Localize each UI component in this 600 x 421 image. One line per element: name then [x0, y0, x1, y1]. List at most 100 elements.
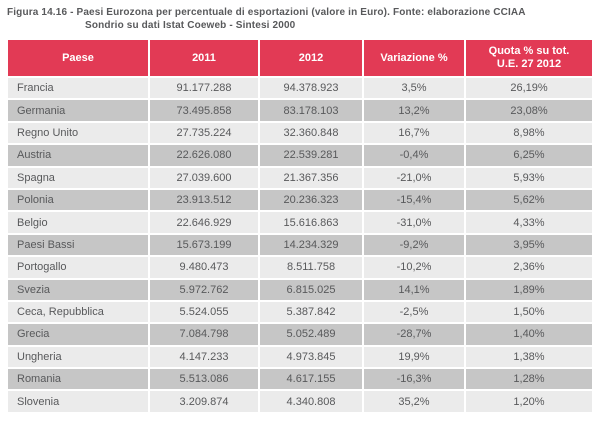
cell-paese: Romania: [8, 369, 148, 390]
cell-quota: 1,38%: [466, 346, 592, 368]
cell-2012: 4.973.845: [260, 346, 362, 368]
cell-variazione: -15,4%: [364, 189, 464, 211]
cell-variazione: -31,0%: [364, 212, 464, 233]
table-row: Romania 5.513.086 4.617.155 -16,3% 1,28%: [8, 369, 592, 390]
cell-quota: 3,95%: [466, 234, 592, 256]
table-row: Francia 91.177.288 94.378.923 3,5% 26,19…: [8, 78, 592, 99]
header-row: Paese 2011 2012 Variazione % Quota % su …: [8, 40, 592, 76]
cell-paese: Regno Unito: [8, 122, 148, 144]
cell-variazione: 3,5%: [364, 78, 464, 99]
cell-2011: 23.913.512: [150, 189, 258, 211]
cell-paese: Slovenia: [8, 391, 148, 412]
table-row: Belgio 22.646.929 15.616.863 -31,0% 4,33…: [8, 212, 592, 233]
cell-2012: 94.378.923: [260, 78, 362, 99]
cell-2012: 22.539.281: [260, 145, 362, 166]
cell-paese: Polonia: [8, 189, 148, 211]
cell-2012: 32.360.848: [260, 122, 362, 144]
cell-paese: Francia: [8, 78, 148, 99]
cell-2012: 4.617.155: [260, 369, 362, 390]
cell-2011: 91.177.288: [150, 78, 258, 99]
cell-quota: 8,98%: [466, 122, 592, 144]
table-row: Paesi Bassi 15.673.199 14.234.329 -9,2% …: [8, 234, 592, 256]
table-row: Portogallo 9.480.473 8.511.758 -10,2% 2,…: [8, 257, 592, 278]
table-row: Grecia 7.084.798 5.052.489 -28,7% 1,40%: [8, 324, 592, 345]
header-paese: Paese: [8, 40, 148, 76]
cell-paese: Ceca, Repubblica: [8, 301, 148, 323]
cell-quota: 1,89%: [466, 279, 592, 300]
cell-quota: 23,08%: [466, 100, 592, 121]
cell-paese: Austria: [8, 145, 148, 166]
cell-2011: 4.147.233: [150, 346, 258, 368]
cell-2012: 20.236.323: [260, 189, 362, 211]
table-row: Ungheria 4.147.233 4.973.845 19,9% 1,38%: [8, 346, 592, 368]
cell-paese: Germania: [8, 100, 148, 121]
table-row: Slovenia 3.209.874 4.340.808 35,2% 1,20%: [8, 391, 592, 412]
cell-variazione: -10,2%: [364, 257, 464, 278]
cell-2011: 3.209.874: [150, 391, 258, 412]
cell-paese: Grecia: [8, 324, 148, 345]
cell-2012: 4.340.808: [260, 391, 362, 412]
table-row: Spagna 27.039.600 21.367.356 -21,0% 5,93…: [8, 167, 592, 188]
cell-quota: 6,25%: [466, 145, 592, 166]
cell-2012: 5.052.489: [260, 324, 362, 345]
cell-variazione: 16,7%: [364, 122, 464, 144]
cell-paese: Spagna: [8, 167, 148, 188]
table-row: Austria 22.626.080 22.539.281 -0,4% 6,25…: [8, 145, 592, 166]
cell-paese: Belgio: [8, 212, 148, 233]
cell-variazione: -16,3%: [364, 369, 464, 390]
figure-caption: Figura 14.16 - Paesi Eurozona per percen…: [0, 0, 600, 32]
cell-paese: Svezia: [8, 279, 148, 300]
cell-paese: Portogallo: [8, 257, 148, 278]
table-row: Svezia 5.972.762 6.815.025 14,1% 1,89%: [8, 279, 592, 300]
cell-2011: 5.524.055: [150, 301, 258, 323]
cell-variazione: 14,1%: [364, 279, 464, 300]
cell-variazione: 19,9%: [364, 346, 464, 368]
header-2011: 2011: [150, 40, 258, 76]
cell-quota: 2,36%: [466, 257, 592, 278]
cell-2012: 6.815.025: [260, 279, 362, 300]
cell-2011: 22.646.929: [150, 212, 258, 233]
header-2012: 2012: [260, 40, 362, 76]
cell-2012: 14.234.329: [260, 234, 362, 256]
cell-2011: 5.972.762: [150, 279, 258, 300]
cell-variazione: 35,2%: [364, 391, 464, 412]
cell-quota: 5,62%: [466, 189, 592, 211]
cell-variazione: -9,2%: [364, 234, 464, 256]
cell-2011: 22.626.080: [150, 145, 258, 166]
cell-quota: 1,28%: [466, 369, 592, 390]
cell-quota: 1,20%: [466, 391, 592, 412]
cell-variazione: -2,5%: [364, 301, 464, 323]
caption-line2: Sondrio su dati Istat Coeweb - Sintesi 2…: [85, 19, 296, 31]
cell-2012: 83.178.103: [260, 100, 362, 121]
cell-2011: 73.495.858: [150, 100, 258, 121]
cell-variazione: -28,7%: [364, 324, 464, 345]
cell-variazione: -0,4%: [364, 145, 464, 166]
cell-2011: 15.673.199: [150, 234, 258, 256]
cell-2012: 8.511.758: [260, 257, 362, 278]
table-row: Regno Unito 27.735.224 32.360.848 16,7% …: [8, 122, 592, 144]
cell-2011: 27.735.224: [150, 122, 258, 144]
cell-variazione: -21,0%: [364, 167, 464, 188]
cell-variazione: 13,2%: [364, 100, 464, 121]
cell-2012: 15.616.863: [260, 212, 362, 233]
cell-quota: 1,50%: [466, 301, 592, 323]
table-row: Polonia 23.913.512 20.236.323 -15,4% 5,6…: [8, 189, 592, 211]
cell-2011: 5.513.086: [150, 369, 258, 390]
header-quota: Quota % su tot. U.E. 27 2012: [466, 40, 592, 76]
cell-2012: 5.387.842: [260, 301, 362, 323]
cell-2011: 27.039.600: [150, 167, 258, 188]
export-table: Paese 2011 2012 Variazione % Quota % su …: [6, 38, 594, 414]
cell-2011: 9.480.473: [150, 257, 258, 278]
cell-paese: Ungheria: [8, 346, 148, 368]
cell-paese: Paesi Bassi: [8, 234, 148, 256]
cell-2012: 21.367.356: [260, 167, 362, 188]
cell-quota: 26,19%: [466, 78, 592, 99]
cell-2011: 7.084.798: [150, 324, 258, 345]
caption-line1: Figura 14.16 - Paesi Eurozona per percen…: [7, 7, 526, 18]
cell-quota: 4,33%: [466, 212, 592, 233]
cell-quota: 1,40%: [466, 324, 592, 345]
table-row: Ceca, Repubblica 5.524.055 5.387.842 -2,…: [8, 301, 592, 323]
table-row: Germania 73.495.858 83.178.103 13,2% 23,…: [8, 100, 592, 121]
header-variazione: Variazione %: [364, 40, 464, 76]
